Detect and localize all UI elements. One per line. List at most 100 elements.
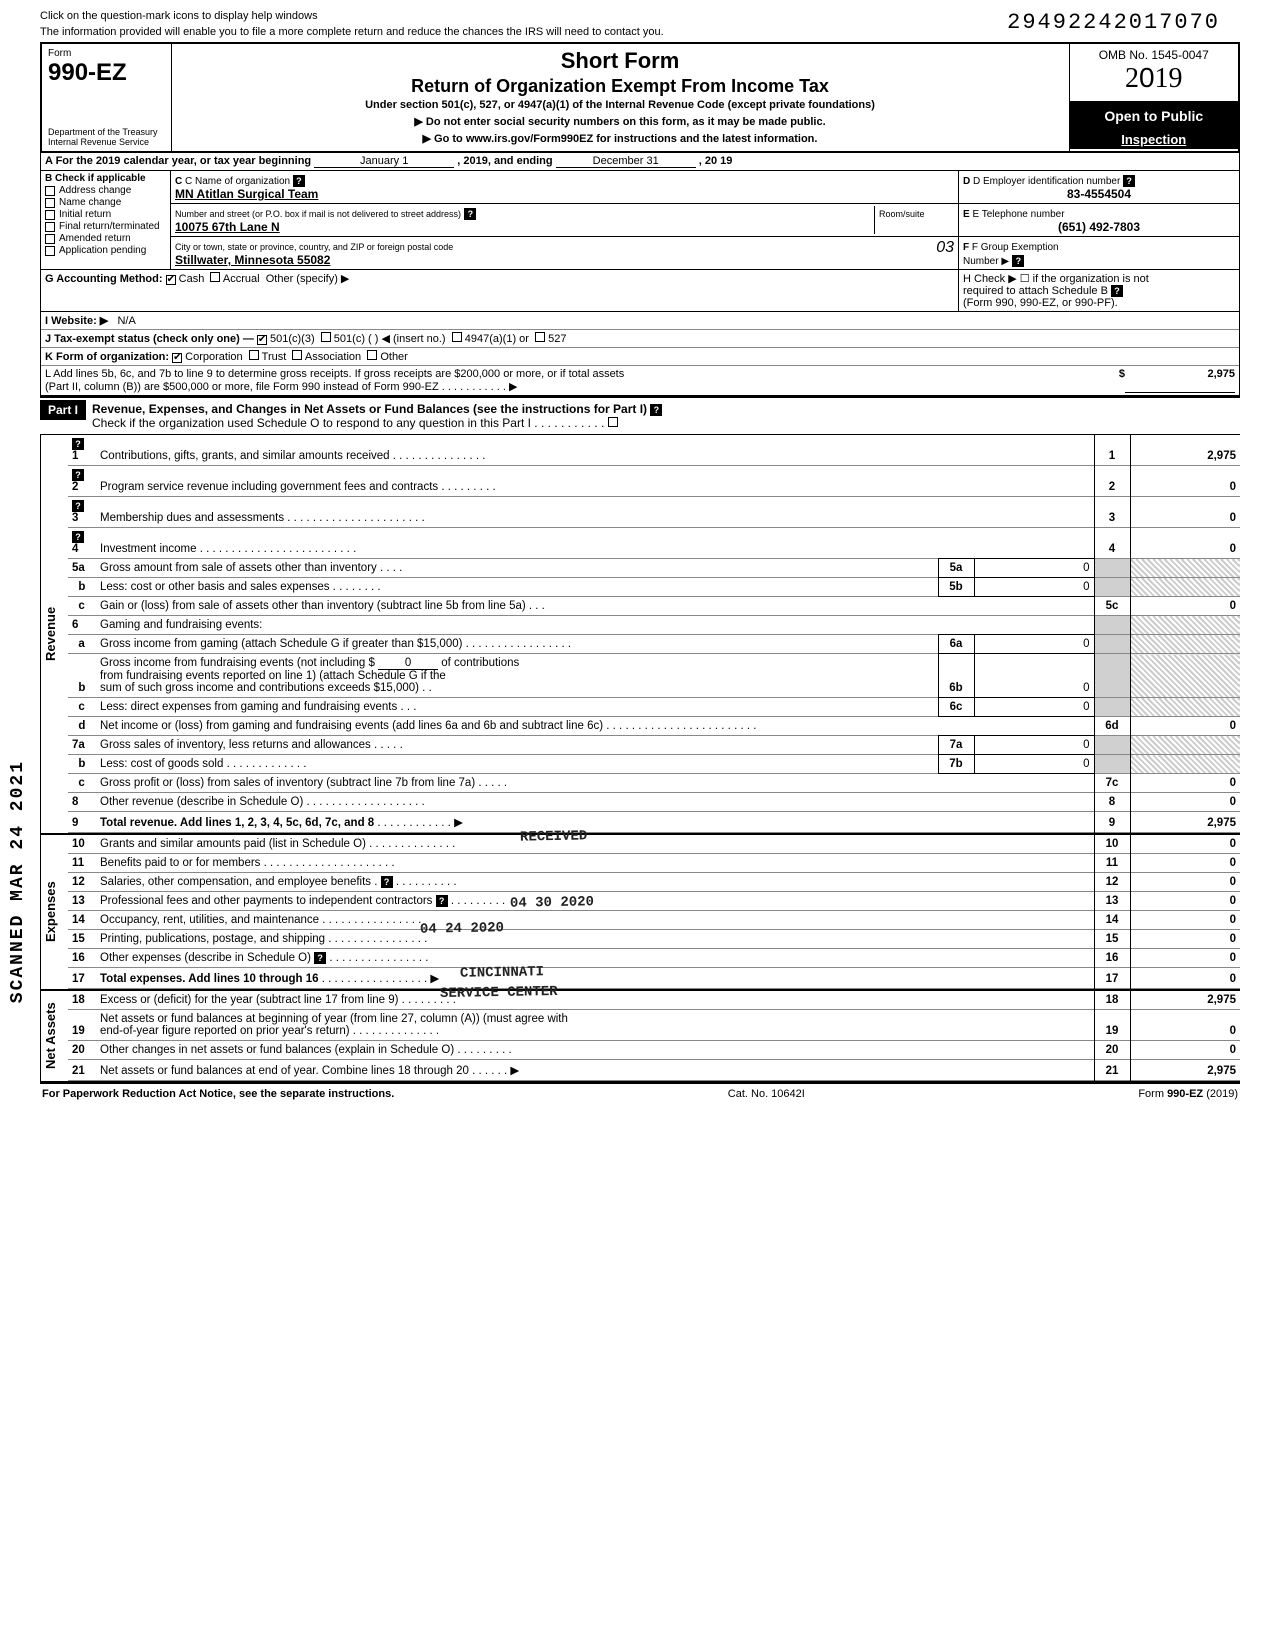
line-10-val: 0 xyxy=(1130,835,1240,854)
line-7a-desc: Gross sales of inventory, less returns a… xyxy=(100,739,377,751)
check-address-change[interactable]: Address change xyxy=(45,185,166,196)
help-icon[interactable]: ? xyxy=(72,469,84,481)
line-6b-boxval: 0 xyxy=(974,654,1094,698)
check-association[interactable] xyxy=(292,350,302,360)
line-16-desc: Other expenses (describe in Schedule O) xyxy=(100,952,311,964)
row-a-label: A For the 2019 calendar year, or tax yea… xyxy=(45,155,311,167)
check-final-return[interactable]: Final return/terminated xyxy=(45,221,166,232)
line-7c-desc: Gross profit or (loss) from sales of inv… xyxy=(100,777,475,789)
street-address[interactable]: 10075 67th Lane N xyxy=(175,220,280,234)
row-j-label: J Tax-exempt status (check only one) — xyxy=(45,333,254,345)
row-a-suffix: , 20 xyxy=(699,155,717,167)
check-other-org[interactable] xyxy=(367,350,377,360)
line-15-val: 0 xyxy=(1130,930,1240,949)
check-527[interactable] xyxy=(535,332,545,342)
scanned-stamp: SCANNED MAR 24 2021 xyxy=(8,760,28,1003)
check-application-pending[interactable]: Application pending xyxy=(45,245,166,256)
line-19-desc2: end-of-year figure reported on prior yea… xyxy=(100,1025,350,1037)
footer-left: For Paperwork Reduction Act Notice, see … xyxy=(42,1088,394,1100)
line-6-desc: Gaming and fundraising events: xyxy=(100,619,262,631)
help-icon[interactable]: ? xyxy=(314,952,326,964)
footer-mid: Cat. No. 10642I xyxy=(728,1088,805,1100)
line-6b-box: 6b xyxy=(938,654,974,698)
check-schedule-o[interactable] xyxy=(608,417,618,427)
expenses-section: Expenses 10Grants and similar amounts pa… xyxy=(40,835,1240,991)
check-corporation[interactable] xyxy=(172,353,182,363)
help-icon[interactable]: ? xyxy=(72,500,84,512)
line-5b-desc: Less: cost or other basis and sales expe… xyxy=(100,581,336,593)
line-11-val: 0 xyxy=(1130,854,1240,873)
line-5b-boxval: 0 xyxy=(974,578,1094,597)
help-icon[interactable]: ? xyxy=(1111,285,1123,297)
check-501c3[interactable] xyxy=(257,335,267,345)
line-4-val: 0 xyxy=(1130,528,1240,559)
row-a-mid: , 2019, and ending xyxy=(457,155,552,167)
row-h-label2: required to attach Schedule B ? xyxy=(963,285,1235,297)
city-state-zip[interactable]: Stillwater, Minnesota 55082 xyxy=(175,253,330,267)
help-icon[interactable]: ? xyxy=(72,438,84,450)
ssn-warning: ▶ Do not enter social security numbers o… xyxy=(178,115,1063,128)
check-amended-return[interactable]: Amended return xyxy=(45,233,166,244)
line-5c-desc: Gain or (loss) from sale of assets other… xyxy=(100,600,526,612)
stamp-date2: 04 24 2020 xyxy=(420,920,504,937)
line-18-val: 2,975 xyxy=(1130,991,1240,1010)
website-value[interactable]: N/A xyxy=(117,315,135,327)
line-7b-desc: Less: cost of goods sold xyxy=(100,758,223,770)
line-6b-inline[interactable]: 0 xyxy=(378,657,438,670)
row-l-line2: (Part II, column (B)) are $500,000 or mo… xyxy=(45,381,445,393)
help-icon[interactable]: ? xyxy=(464,208,476,220)
line-8-desc: Other revenue (describe in Schedule O) . xyxy=(100,796,310,808)
check-501c[interactable] xyxy=(321,332,331,342)
line-21-val: 2,975 xyxy=(1130,1060,1240,1081)
row-l-value: 2,975 xyxy=(1125,368,1235,393)
check-initial-return[interactable]: Initial return xyxy=(45,209,166,220)
check-name-change[interactable]: Name change xyxy=(45,197,166,208)
line-4-desc: Investment income xyxy=(100,543,197,555)
help-icon[interactable]: ? xyxy=(293,175,305,187)
line-17-desc: Total expenses. Add lines 10 through 16 xyxy=(100,973,319,985)
expenses-label: Expenses xyxy=(40,835,68,989)
line-17-val: 0 xyxy=(1130,968,1240,989)
row-g-label: G Accounting Method: xyxy=(45,273,163,285)
document-number: 29492242017070 xyxy=(1007,10,1220,35)
check-accrual[interactable] xyxy=(210,272,220,282)
row-h-label: H Check ▶ ☐ if the organization is not xyxy=(963,272,1235,285)
line-7b-box: 7b xyxy=(938,755,974,774)
row-f-label: F F Group Exemption xyxy=(963,242,1059,253)
check-4947[interactable] xyxy=(452,332,462,342)
check-trust[interactable] xyxy=(249,350,259,360)
line-8-val: 0 xyxy=(1130,793,1240,812)
line-5a-boxval: 0 xyxy=(974,559,1094,578)
line-15-desc: Printing, publications, postage, and shi… xyxy=(100,933,325,945)
line-21-desc: Net assets or fund balances at end of ye… xyxy=(100,1065,469,1077)
line-6d-desc: Net income or (loss) from gaming and fun… xyxy=(100,720,603,732)
line-10-desc: Grants and similar amounts paid (list in… xyxy=(100,838,366,850)
stamp-service-center: SERVICE CENTER xyxy=(440,984,558,1002)
help-icon[interactable]: ? xyxy=(436,895,448,907)
row-e-label: E E Telephone number xyxy=(963,209,1065,220)
line-2-val: 0 xyxy=(1130,466,1240,497)
help-icon[interactable]: ? xyxy=(381,876,393,888)
help-icon[interactable]: ? xyxy=(1012,255,1024,267)
row-c-label: C C Name of organization ? xyxy=(175,176,305,187)
tax-year-end[interactable]: December 31 xyxy=(556,155,696,168)
help-icon[interactable]: ? xyxy=(650,404,662,416)
room-label: Room/suite xyxy=(879,209,925,219)
part-1-header: Part I Revenue, Expenses, and Changes in… xyxy=(40,396,1240,435)
help-icon[interactable]: ? xyxy=(1123,175,1135,187)
line-7b-boxval: 0 xyxy=(974,755,1094,774)
check-cash[interactable] xyxy=(166,275,176,285)
help-icon[interactable]: ? xyxy=(72,531,84,543)
line-1-desc: Contributions, gifts, grants, and simila… xyxy=(100,450,396,462)
open-to-public: Open to Public xyxy=(1070,102,1239,130)
handwritten-03: 03 xyxy=(914,239,954,267)
phone-value: (651) 492-7803 xyxy=(963,220,1235,234)
line-11-desc: Benefits paid to or for members xyxy=(100,857,260,869)
org-name[interactable]: MN Atitlan Surgical Team xyxy=(175,187,318,201)
net-assets-section: Net Assets 18Excess or (deficit) for the… xyxy=(40,991,1240,1083)
street-label: Number and street (or P.O. box if mail i… xyxy=(175,209,461,219)
line-5a-desc: Gross amount from sale of assets other t… xyxy=(100,562,377,574)
line-18-desc: Excess or (deficit) for the year (subtra… xyxy=(100,994,398,1006)
line-5a-box: 5a xyxy=(938,559,974,578)
tax-year-begin[interactable]: January 1 xyxy=(314,155,454,168)
